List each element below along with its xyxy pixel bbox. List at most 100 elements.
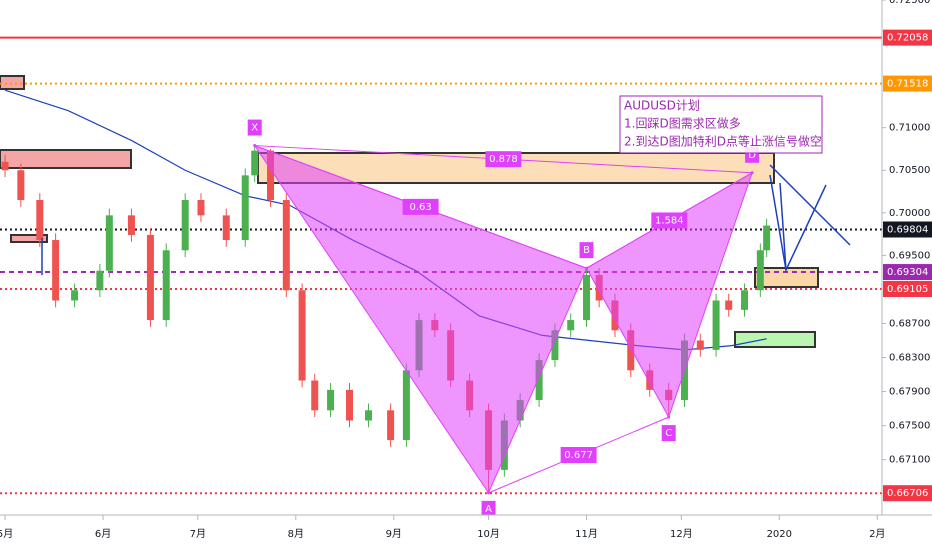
price-label-bg [883, 280, 932, 297]
x-tick-label: 2020 [767, 529, 792, 540]
price-label: 0.69304 [887, 267, 928, 278]
candle-body [387, 410, 395, 441]
y-tick-label: 0.71000 [889, 123, 930, 134]
demand-zone [754, 267, 819, 288]
y-tick-label: 0.67900 [889, 387, 930, 398]
point-label: D [748, 150, 756, 161]
candle-body [197, 200, 205, 216]
price-label: 0.72058 [887, 33, 928, 44]
y-tick-label: 0.70000 [889, 208, 930, 219]
ratio-label-bg [560, 446, 597, 463]
candle-body [146, 234, 154, 321]
candle-body [267, 150, 275, 201]
ratio-label: 1.584 [655, 215, 684, 226]
point-label-bg [247, 119, 262, 136]
point-label-bg [481, 500, 496, 517]
candle-body [251, 150, 259, 176]
candle-body [241, 175, 249, 241]
candle-body [327, 389, 335, 411]
annotation-text: 1.回踩D图需求区做多 [624, 116, 741, 131]
ratio-label: 0.677 [564, 450, 593, 461]
point-label-bg [661, 425, 676, 442]
candle-body [741, 290, 749, 310]
y-tick-label: 0.67100 [889, 455, 930, 466]
candle-body [627, 330, 635, 371]
y-tick-label: 0.70500 [889, 165, 930, 176]
demand-zone [734, 331, 816, 348]
x-tick-label: 7月 [190, 528, 206, 540]
y-tick-label: 0.68300 [889, 353, 930, 364]
candle-body [583, 274, 591, 321]
price-label-bg [883, 264, 932, 281]
annotation-frame [619, 95, 823, 154]
supply-zone [10, 234, 48, 243]
price-label-bg [883, 221, 932, 238]
ratio-label-bg [402, 198, 439, 215]
x-tick-label: 2月 [869, 528, 885, 540]
candle-body [181, 200, 189, 251]
x-tick-label: 5月 [0, 528, 13, 540]
candle-body [105, 215, 113, 271]
x-tick-label: 10月 [477, 528, 500, 540]
candle-body [298, 290, 306, 381]
annotation-text: AUDUSD计划 [624, 99, 700, 113]
ratio-label: 0.63 [409, 202, 431, 213]
candle-body [36, 200, 44, 241]
candle-body [311, 380, 319, 411]
annotation-box: AUDUSD计划 1.回踩D图需求区做多 2.到达D图加特利D点等止涨信号做空 [619, 95, 823, 154]
supply-zone [0, 149, 132, 169]
y-tick-label: 0.68700 [889, 318, 930, 329]
candle-body [127, 215, 135, 235]
candle-body [282, 200, 290, 291]
x-tick-label: 6月 [95, 528, 111, 540]
price-label: 0.66706 [887, 488, 928, 499]
point-label: C [665, 428, 672, 439]
price-label-bg [883, 75, 932, 92]
candle-body [71, 290, 79, 301]
arrow-path [769, 164, 851, 246]
point-label: A [485, 504, 492, 515]
candle-body [1, 161, 9, 171]
y-tick-label: 0.67500 [889, 421, 930, 432]
candle-body [567, 320, 575, 331]
price-label: 0.69105 [887, 284, 928, 295]
pattern-point [487, 491, 491, 495]
y-tick-label: 0.69500 [889, 250, 930, 261]
point-label: X [251, 123, 258, 134]
point-label: B [583, 245, 590, 256]
x-tick-label: 8月 [288, 528, 304, 540]
annotation-text: 2.到达D图加特利D点等止涨信号做空 [624, 134, 822, 149]
supply-zone [0, 75, 25, 90]
y-tick-label: 0.72500 [889, 0, 930, 6]
price-label-bg [883, 485, 932, 502]
candle-body [222, 215, 230, 241]
price-label: 0.69804 [887, 224, 928, 235]
price-label: 0.71518 [887, 79, 928, 90]
candle-body [346, 389, 354, 421]
candle-body [96, 270, 104, 291]
ratio-label: 0.878 [489, 154, 518, 165]
candle-body [763, 225, 771, 251]
pattern-point [750, 171, 754, 175]
candle-body [551, 330, 559, 361]
pattern-point [667, 415, 671, 419]
candle-body [52, 240, 60, 301]
time-axis [0, 515, 932, 550]
candle-body [17, 170, 25, 201]
candle-body [364, 410, 372, 421]
point-label-bg [579, 242, 594, 259]
candle-body [535, 360, 543, 401]
candle-body [162, 250, 170, 321]
candle-body [756, 250, 764, 291]
x-tick-label: 9月 [386, 528, 402, 540]
candle-body [712, 300, 720, 350]
pattern-point [253, 144, 257, 148]
x-tick-label: 12月 [670, 528, 693, 540]
pattern-point [585, 266, 589, 270]
forecast-arrows [41, 164, 851, 275]
x-tick-label: 11月 [575, 528, 598, 540]
candle-body [696, 340, 704, 350]
candle-body [725, 300, 733, 310]
